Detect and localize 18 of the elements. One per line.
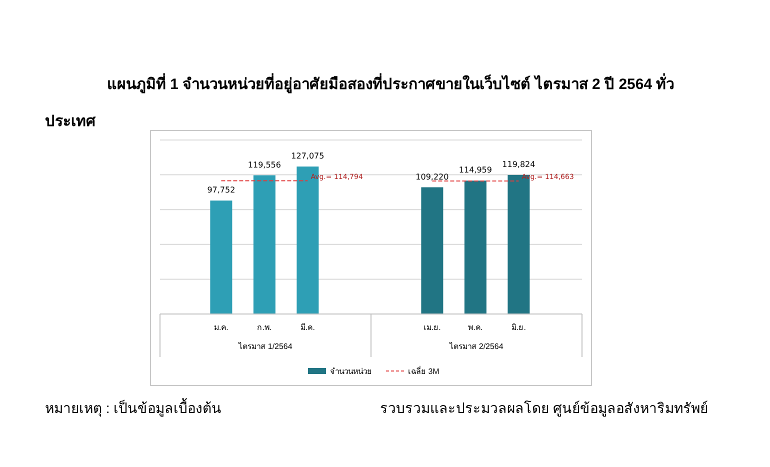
legend-label: จำนวนหน่วย (330, 367, 372, 376)
legend-label: เฉลี่ย 3M (408, 365, 440, 376)
data-label: 114,959 (458, 166, 492, 175)
text: หมายเหตุ : เป็นข้อมูลเบื้องต้น (45, 398, 222, 417)
data-label: 119,824 (502, 160, 536, 169)
data-label: 119,556 (248, 160, 281, 170)
text: รวบรวมและประมวลผลโดย ศูนย์ข้อมูลอสังหาริมทรัพย์ (380, 400, 708, 417)
data-label: 97,752 (207, 186, 236, 195)
text: ไตรมาส 2/2564 (448, 342, 504, 351)
text: ไตรมาส 1/2564 (238, 342, 293, 351)
x-tick-label: พ.ค. (468, 323, 483, 332)
data-label: 127,075 (291, 152, 324, 161)
x-tick-label: มิ.ย. (511, 323, 526, 332)
x-tick-label: ม.ค. (214, 323, 228, 332)
x-tick-label: ก.พ. (257, 323, 272, 332)
x-tick-label: เม.ย. (423, 323, 441, 332)
data-label: 109,220 (416, 172, 449, 182)
x-tick-label: มี.ค. (300, 323, 315, 332)
